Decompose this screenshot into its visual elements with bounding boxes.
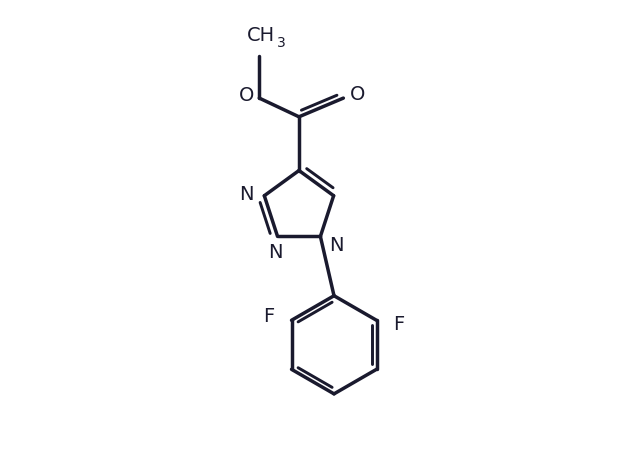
Text: O: O — [349, 85, 365, 104]
Text: N: N — [239, 185, 254, 204]
Text: N: N — [268, 243, 282, 262]
Text: F: F — [394, 315, 404, 335]
Text: F: F — [264, 307, 275, 326]
Text: 3: 3 — [277, 37, 286, 50]
Text: O: O — [239, 86, 254, 105]
Text: N: N — [330, 236, 344, 255]
Text: CH: CH — [246, 25, 275, 45]
